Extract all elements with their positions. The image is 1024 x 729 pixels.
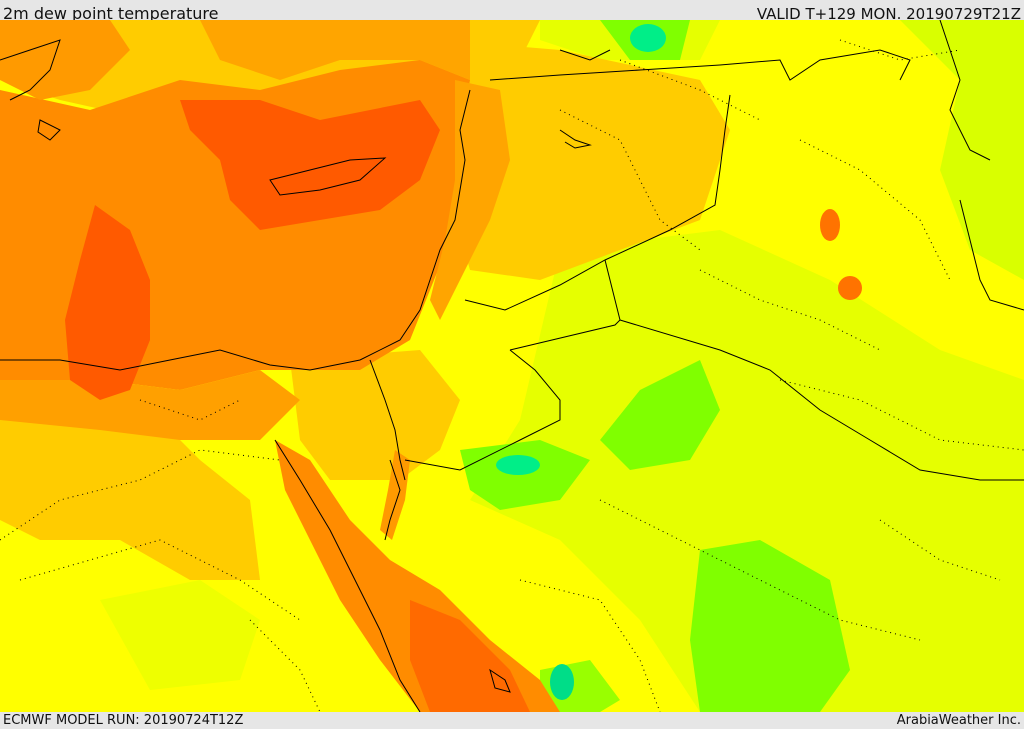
green-zone-southeast [690,540,850,712]
country-borders [0,20,1024,712]
map-canvas [0,20,1024,712]
yellow-orange-syria [440,40,730,280]
map-title: 2m dew point temperature [3,4,219,23]
red-orange-libya-sea [65,205,150,400]
red-spot-iraq-1 [820,209,840,241]
lime-zone-east [470,230,1024,712]
credit-label: ArabiaWeather Inc. [896,713,1021,728]
orange-aegean [0,20,130,100]
orange-gulf-aqaba [380,450,410,540]
red-orange-cyprus-area [180,100,440,230]
lime-zone-sw [100,580,260,690]
yellow-orange-libya [0,400,260,580]
valid-time: VALID T+129 MON. 20190729T21Z [756,5,1021,23]
header-bar: 2m dew point temperature VALID T+129 MON… [0,0,1024,23]
province-borders [0,39,1024,712]
orange-north-coast [200,20,470,80]
teal-spot-south [496,455,540,475]
green-zone-central [600,360,720,470]
red-spot-iraq-2 [838,276,862,300]
green-zone-south-jordan [460,440,590,510]
orange-red-sea [275,440,560,712]
model-run-label: ECMWF MODEL RUN: 20190724T12Z [3,713,244,728]
red-orange-red-sea [410,600,530,712]
orange-levant-coast [430,80,510,320]
dew-point-map[interactable] [0,20,1024,712]
teal-spot-north [630,24,666,52]
yellow-orange-sinai [290,350,460,480]
orange-nile-delta [0,370,300,440]
teal-spot-redsea [550,664,574,700]
lime-zone-ne [900,20,1024,280]
footer-bar: ECMWF MODEL RUN: 20190724T12Z ArabiaWeat… [0,712,1024,729]
